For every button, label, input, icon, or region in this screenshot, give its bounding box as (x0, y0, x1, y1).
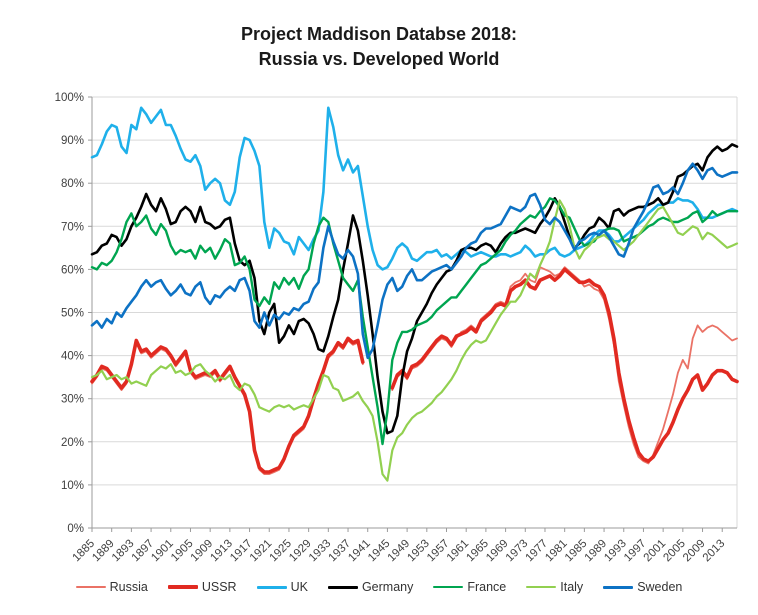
series-line-germany (90, 143, 739, 435)
chart-legend: Russia USSR UK Germany France Italy Sweden (0, 580, 758, 594)
y-axis-label: 100% (55, 92, 84, 104)
legend-item-germany: Germany (327, 580, 414, 594)
x-axis-label: 1961 (445, 538, 472, 565)
legend-swatch-russia (75, 586, 106, 588)
legend-swatch-sweden (603, 585, 634, 589)
y-axis-label: 90% (61, 135, 84, 147)
y-axis-label: 40% (61, 351, 84, 363)
x-axis-label: 1993 (602, 538, 629, 565)
y-axis-label: 30% (61, 394, 84, 406)
x-axis-label: 1897 (130, 538, 157, 565)
legend-label-germany: Germany (361, 580, 414, 594)
legend-item-ussr: USSR (167, 580, 237, 594)
x-axis-label: 1949 (386, 538, 413, 565)
y-axis-label: 70% (61, 221, 84, 233)
y-axis-label: 20% (61, 437, 84, 449)
x-axis-label: 1917 (228, 538, 255, 565)
legend-label-uk: UK (290, 580, 308, 594)
series-line-sweden (90, 162, 739, 360)
legend-item-uk: UK (256, 580, 308, 594)
x-axis-label: 1941 (346, 538, 373, 565)
legend-swatch-italy (526, 586, 557, 588)
legend-item-italy: Italy (526, 580, 583, 594)
x-axis-label: 1901 (149, 538, 176, 565)
x-axis-label: 1973 (504, 538, 531, 565)
x-axis-label: 1977 (524, 538, 551, 565)
x-axis-label: 1957 (425, 538, 452, 565)
x-axis-label: 1893 (110, 538, 137, 565)
x-axis-label: 1937 (327, 538, 354, 565)
x-axis-label: 2005 (661, 538, 688, 565)
y-axis-label: 80% (61, 178, 84, 190)
y-axis-label: 50% (61, 308, 84, 320)
legend-item-sweden: Sweden (603, 580, 682, 594)
x-axis-label: 1929 (287, 538, 314, 565)
chart-title-line1: Project Maddison Databse 2018: (240, 24, 518, 44)
x-axis-label: 1953 (405, 538, 432, 565)
chart-title: Project Maddison Databse 2018: Russia vs… (0, 22, 758, 72)
x-axis-label: 1985 (563, 538, 590, 565)
series-line-france (90, 197, 739, 446)
x-axis-label: 1969 (484, 538, 511, 565)
x-axis-label: 1925 (267, 538, 294, 565)
x-axis-label: 1933 (307, 538, 334, 565)
x-axis-label: 1981 (543, 538, 570, 565)
legend-swatch-france (433, 586, 464, 588)
y-axis-label: 0% (67, 523, 84, 535)
x-axis-label: 1997 (622, 538, 649, 565)
chart-title-line2: Russia vs. Developed World (258, 49, 500, 69)
x-axis-label: 1965 (464, 538, 491, 565)
x-axis-label: 1909 (189, 538, 216, 565)
x-axis-label: 2013 (701, 538, 728, 565)
legend-label-italy: Italy (560, 580, 584, 594)
legend-swatch-germany (327, 585, 358, 589)
x-axis-label: 1913 (208, 538, 235, 565)
x-axis-label: 2009 (681, 538, 708, 565)
legend-label-ussr: USSR (201, 580, 237, 594)
x-axis-label: 1989 (583, 538, 610, 565)
y-axis-label: 10% (61, 480, 84, 492)
x-axis-label: 2001 (642, 538, 669, 565)
series-line-ussr (90, 267, 739, 474)
series-line-italy (90, 199, 739, 482)
legend-swatch-ussr (167, 585, 198, 589)
y-axis-label: 60% (61, 264, 84, 276)
legend-label-france: France (467, 580, 507, 594)
legend-swatch-uk (256, 585, 287, 589)
legend-item-france: France (433, 580, 506, 594)
x-axis-label: 1889 (90, 538, 117, 565)
legend-item-russia: Russia (75, 580, 148, 594)
x-axis-label: 1945 (366, 538, 393, 565)
series-line-uk (90, 106, 739, 271)
x-axis-label: 1885 (71, 538, 98, 565)
legend-label-sweden: Sweden (637, 580, 683, 594)
x-axis-label: 1921 (248, 538, 275, 565)
legend-label-russia: Russia (109, 580, 148, 594)
x-axis-label: 1905 (169, 538, 196, 565)
